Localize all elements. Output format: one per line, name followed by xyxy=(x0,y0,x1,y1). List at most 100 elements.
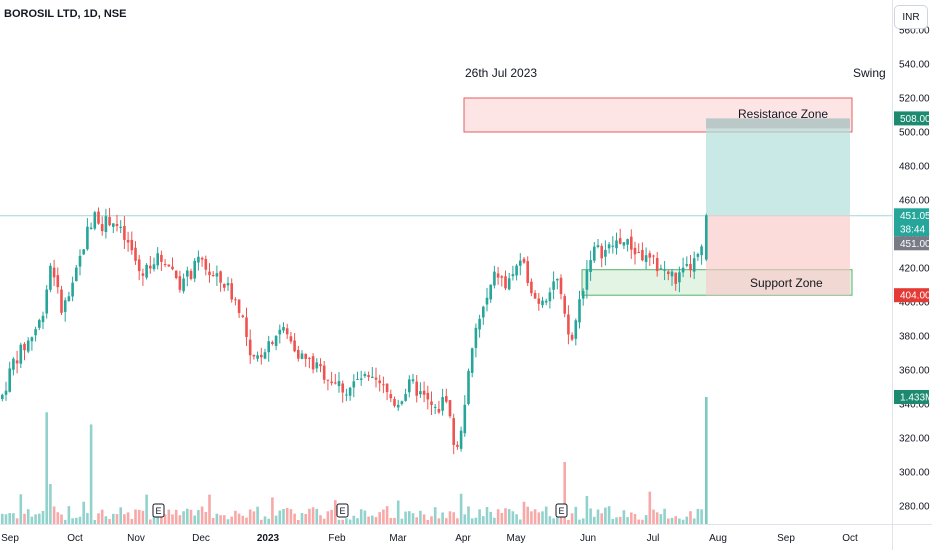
candle-body xyxy=(504,276,507,289)
volume-bar xyxy=(670,517,674,524)
candle-body xyxy=(644,255,648,262)
volume-bar xyxy=(171,514,174,524)
target-area[interactable] xyxy=(706,118,850,216)
volume-bar xyxy=(245,517,248,524)
volume-bar xyxy=(430,516,433,524)
candle-body xyxy=(526,261,529,283)
time-tick-label: Oct xyxy=(842,533,858,544)
candle-body xyxy=(200,257,204,260)
volume-bar xyxy=(71,518,74,524)
candle-body xyxy=(289,336,293,342)
volume-bar xyxy=(522,501,526,524)
price-tick-label: 480.00 xyxy=(899,162,930,173)
candle-body xyxy=(330,381,333,384)
candle-body xyxy=(285,328,289,335)
candle-body xyxy=(171,266,174,270)
volume-bar xyxy=(315,508,319,524)
price-tick-label: 300.00 xyxy=(899,468,930,479)
candle-body xyxy=(541,300,544,306)
volume-bar xyxy=(356,518,359,524)
volume-bar xyxy=(600,513,603,524)
volume-bar xyxy=(585,495,589,524)
candle-body xyxy=(226,283,230,286)
volume-bar xyxy=(378,512,381,524)
candle-body xyxy=(15,360,19,364)
volume-bar xyxy=(174,509,178,524)
earnings-marker[interactable] xyxy=(336,503,349,518)
candle-body xyxy=(352,381,356,388)
volume-bar xyxy=(93,519,97,524)
earnings-marker[interactable] xyxy=(152,503,165,518)
candle-body xyxy=(548,292,552,302)
candle-body xyxy=(178,276,182,290)
volume-bar xyxy=(326,511,330,524)
candle-body xyxy=(152,264,156,270)
volume-bar xyxy=(641,519,644,524)
volume-bar xyxy=(445,518,448,524)
volume-bar xyxy=(330,509,333,524)
time-tick-label: Mar xyxy=(389,533,407,544)
volume-bar xyxy=(208,494,211,524)
volume-bar xyxy=(334,500,337,524)
candle-body xyxy=(456,444,459,447)
candle-body xyxy=(86,226,89,250)
volume-bar xyxy=(563,462,566,524)
candle-body xyxy=(415,381,418,396)
volume-bar xyxy=(396,500,400,524)
candle-body xyxy=(219,271,222,283)
volume-bar xyxy=(60,514,63,524)
price-tick-label: 540.00 xyxy=(899,60,930,71)
candle-body xyxy=(652,255,655,257)
candle-body xyxy=(252,354,256,357)
volume-bar xyxy=(160,512,163,524)
volume-bar xyxy=(689,511,692,524)
candle-body xyxy=(600,245,603,259)
volume-bar xyxy=(149,519,152,524)
currency-button[interactable]: INR xyxy=(894,5,928,29)
candle-body xyxy=(411,379,415,382)
volume-bar xyxy=(607,506,611,524)
volume-bar xyxy=(552,518,555,524)
candle-body xyxy=(371,376,374,379)
volume-bar xyxy=(419,510,422,524)
volume-bar xyxy=(570,513,574,524)
volume-bar xyxy=(437,518,441,524)
earnings-marker[interactable] xyxy=(555,503,568,518)
volume-bar xyxy=(578,519,581,524)
volume-bar xyxy=(382,509,385,524)
volume-bar xyxy=(581,518,585,524)
volume-bar xyxy=(67,506,71,524)
volume-bar xyxy=(482,516,485,524)
candle-body xyxy=(108,216,111,226)
volume-bar xyxy=(667,518,670,524)
stop-area[interactable] xyxy=(706,215,850,296)
volume-bar xyxy=(644,515,648,524)
candle-body xyxy=(322,365,326,380)
time-tick-label: Jun xyxy=(580,533,596,544)
candle-body xyxy=(297,349,300,359)
candle-body xyxy=(211,274,215,276)
volume-bar xyxy=(533,509,537,524)
candle-body xyxy=(256,355,259,359)
volume-bar xyxy=(604,507,607,524)
volume-bar xyxy=(705,397,708,524)
candle-body xyxy=(367,375,370,378)
volume-bar xyxy=(123,514,126,524)
volume-bar xyxy=(685,516,689,524)
volume-bar xyxy=(237,513,241,524)
volume-bar xyxy=(197,510,200,524)
candle-body xyxy=(119,226,122,229)
volume-bar xyxy=(15,518,19,524)
earnings-marker-label: E xyxy=(558,506,564,516)
candle-body xyxy=(430,401,433,405)
volume-bar xyxy=(341,519,344,524)
volume-bar xyxy=(678,518,681,524)
candle-body xyxy=(681,267,685,273)
candle-body xyxy=(378,380,381,384)
candle-body xyxy=(271,342,274,344)
candle-body xyxy=(489,284,492,300)
candle-body xyxy=(667,271,670,275)
volume-bar xyxy=(252,511,256,524)
volume-bar xyxy=(86,513,89,524)
